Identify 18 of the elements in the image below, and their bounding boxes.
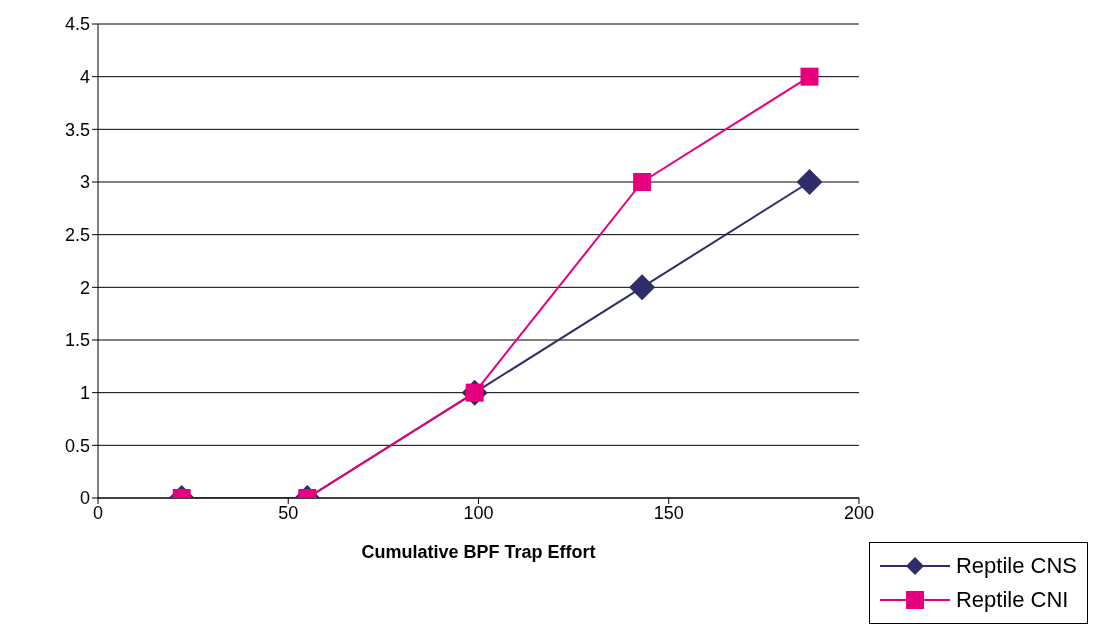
y-tick-label: 1 xyxy=(79,383,90,404)
x-tick-label: 0 xyxy=(92,502,104,523)
y-tick-label: 4.5 xyxy=(64,14,90,35)
y-tick-label: 2.5 xyxy=(64,225,90,246)
y-tick-label: 3.5 xyxy=(64,119,90,140)
y-tick-label: 2 xyxy=(79,277,90,298)
y-tick-label: 3 xyxy=(79,172,90,193)
y-tick-label: 0.5 xyxy=(64,435,90,456)
x-tick-label: 200 xyxy=(843,502,874,523)
legend-label: Reptile CNI xyxy=(955,586,1069,614)
x-tick-label: 50 xyxy=(278,502,299,523)
y-tick-label: 1.5 xyxy=(64,330,90,351)
x-tick-label: 100 xyxy=(463,502,494,523)
y-tick-label: 4 xyxy=(79,67,90,88)
x-tick-label: 150 xyxy=(653,502,684,523)
x-axis-title: Cumulative BPF Trap Effort xyxy=(361,542,596,562)
legend-label: Reptile CNS xyxy=(955,552,1077,580)
y-tick-label: 0 xyxy=(79,488,90,509)
